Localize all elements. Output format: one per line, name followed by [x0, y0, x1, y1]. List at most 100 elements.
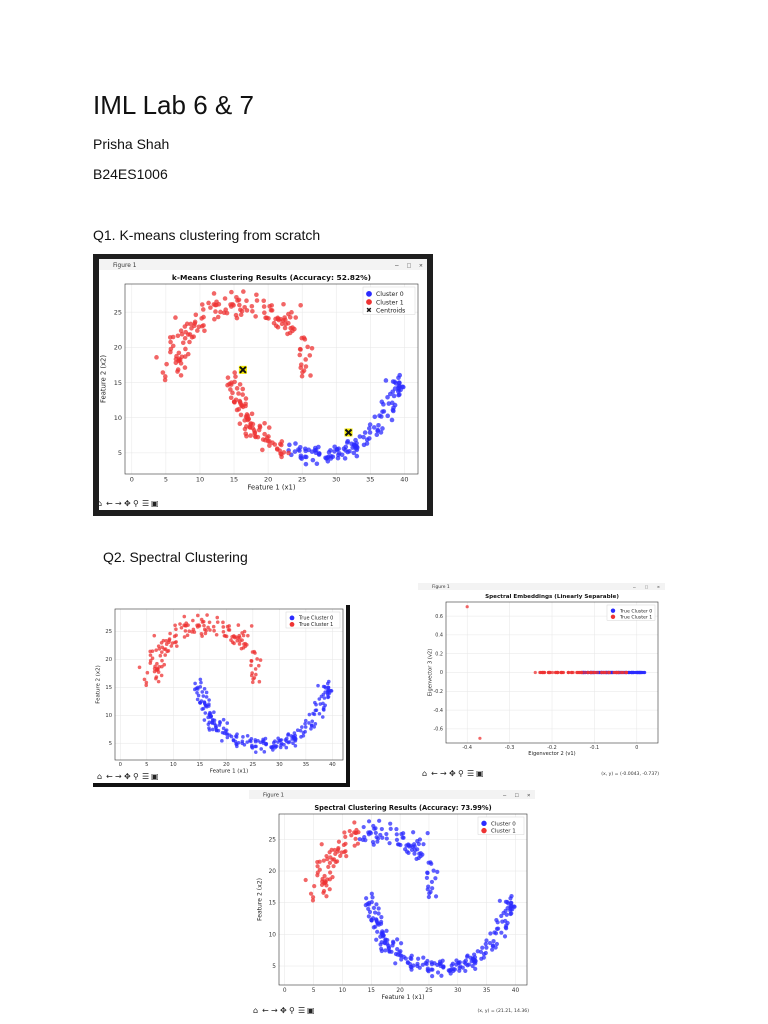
scatter-point: [352, 843, 357, 848]
scatter-point: [256, 427, 262, 433]
centroid-marker-x: [344, 428, 353, 437]
x-tick-label: 30: [276, 762, 283, 768]
scatter-point: [307, 353, 313, 358]
scatter-point: [173, 623, 177, 628]
scatter-point: [302, 337, 308, 342]
scatter-point: [244, 298, 249, 304]
scatter-point: [188, 321, 193, 327]
legend-box: [477, 816, 525, 835]
spectral-figure-window: Figure 1 – □ × Spectral Clustering Results (…: [249, 790, 535, 1017]
scatter-point: [319, 842, 324, 847]
scatter-point: [396, 380, 402, 386]
scatter-point: [317, 859, 322, 864]
scatter-point: [473, 966, 478, 971]
scatter-point: [207, 728, 212, 732]
x-tick-label: 25: [425, 988, 433, 994]
scatter-point: [180, 340, 186, 346]
maximize-icon: □: [515, 793, 519, 799]
scatter-point: [499, 930, 504, 935]
y-tick-label: -0.2: [433, 689, 443, 695]
scatter-point: [631, 670, 635, 675]
legend-label: Centroids: [376, 307, 405, 314]
scatter-point: [425, 968, 430, 973]
kmeans-figure-window: Figure 1 – □ × k-Means Clustering Results (A…: [97, 259, 427, 510]
scatter-point: [510, 907, 515, 912]
y-tick-label: 25: [105, 629, 112, 635]
scatter-point: [299, 373, 305, 379]
scatter-point: [354, 453, 360, 459]
scatter-point: [234, 734, 238, 738]
scatter-point: [327, 850, 332, 855]
scatter-point: [184, 621, 189, 625]
scatter-point: [243, 396, 249, 401]
scatter-point: [376, 836, 381, 841]
scatter-point: [201, 694, 206, 698]
scatter-point: [616, 670, 620, 675]
scatter-point: [312, 884, 317, 889]
scatter-point: [243, 424, 249, 429]
scatter-point: [293, 315, 299, 320]
scatter-point: [339, 850, 344, 855]
x-tick-label: 10: [170, 762, 177, 768]
scatter-point: [273, 745, 277, 750]
scatter-point: [250, 671, 254, 675]
scatter-point: [335, 859, 340, 864]
legend-box: [606, 604, 656, 621]
scatter-point: [297, 346, 303, 352]
scatter-point: [403, 956, 408, 961]
scatter-point: [326, 694, 331, 699]
scatter-point: [624, 670, 628, 675]
scatter-point: [503, 908, 508, 913]
scatter-point: [398, 949, 403, 954]
scatter-point: [372, 910, 378, 915]
y-axis-label: Eigenvector 3 (v2): [427, 649, 433, 696]
scatter-point: [317, 711, 322, 716]
scatter-point: [421, 842, 426, 847]
back-icon: ←: [262, 1006, 269, 1015]
scatter-point: [561, 670, 566, 675]
scatter-point: [425, 831, 430, 836]
scatter-point: [457, 968, 462, 973]
scatter-point: [504, 912, 509, 917]
scatter-point: [271, 320, 277, 326]
figure-window: [93, 605, 346, 783]
x-tick-label: 0: [635, 745, 638, 751]
scatter-point: [232, 641, 236, 646]
scatter-point: [384, 928, 389, 933]
scatter-point: [242, 742, 247, 747]
scatter-point: [312, 725, 316, 729]
scatter-point: [144, 680, 149, 685]
scatter-point: [342, 830, 347, 835]
scatter-point: [201, 706, 206, 711]
scatter-point: [239, 308, 245, 314]
scatter-point: [157, 647, 162, 651]
scatter-point: [385, 394, 390, 400]
scatter-point: [431, 868, 436, 873]
scatter-point: [309, 345, 315, 351]
maximize-icon: □: [645, 585, 648, 590]
scatter-point: [430, 974, 435, 979]
scatter-point: [204, 703, 208, 708]
y-tick-label: 15: [114, 379, 122, 387]
scatter-point: [262, 310, 267, 316]
scatter-point: [195, 697, 200, 702]
scatter-point: [589, 670, 593, 675]
scatter-point: [275, 324, 281, 330]
scatter-point: [183, 329, 189, 335]
scatter-point: [160, 370, 166, 375]
scatter-point: [298, 455, 304, 460]
scatter-point: [426, 894, 431, 900]
scatter-point: [240, 638, 244, 642]
legend-marker: [481, 820, 487, 827]
document-title: IML Lab 6 & 7: [93, 90, 254, 120]
scatter-point: [211, 718, 215, 722]
scatter-point: [199, 316, 204, 321]
scatter-point: [331, 864, 336, 869]
x-tick-label: 15: [368, 988, 376, 994]
true-clusters-figure-window: Figure 1–□×0510152025303540510152025Feat…: [93, 605, 346, 783]
scatter-point: [169, 644, 174, 648]
scatter-point: [272, 442, 278, 447]
scatter-point: [185, 351, 191, 357]
scatter-point: [229, 638, 233, 642]
chart-title: Spectral Clustering Results (Accuracy: 7…: [314, 804, 491, 812]
